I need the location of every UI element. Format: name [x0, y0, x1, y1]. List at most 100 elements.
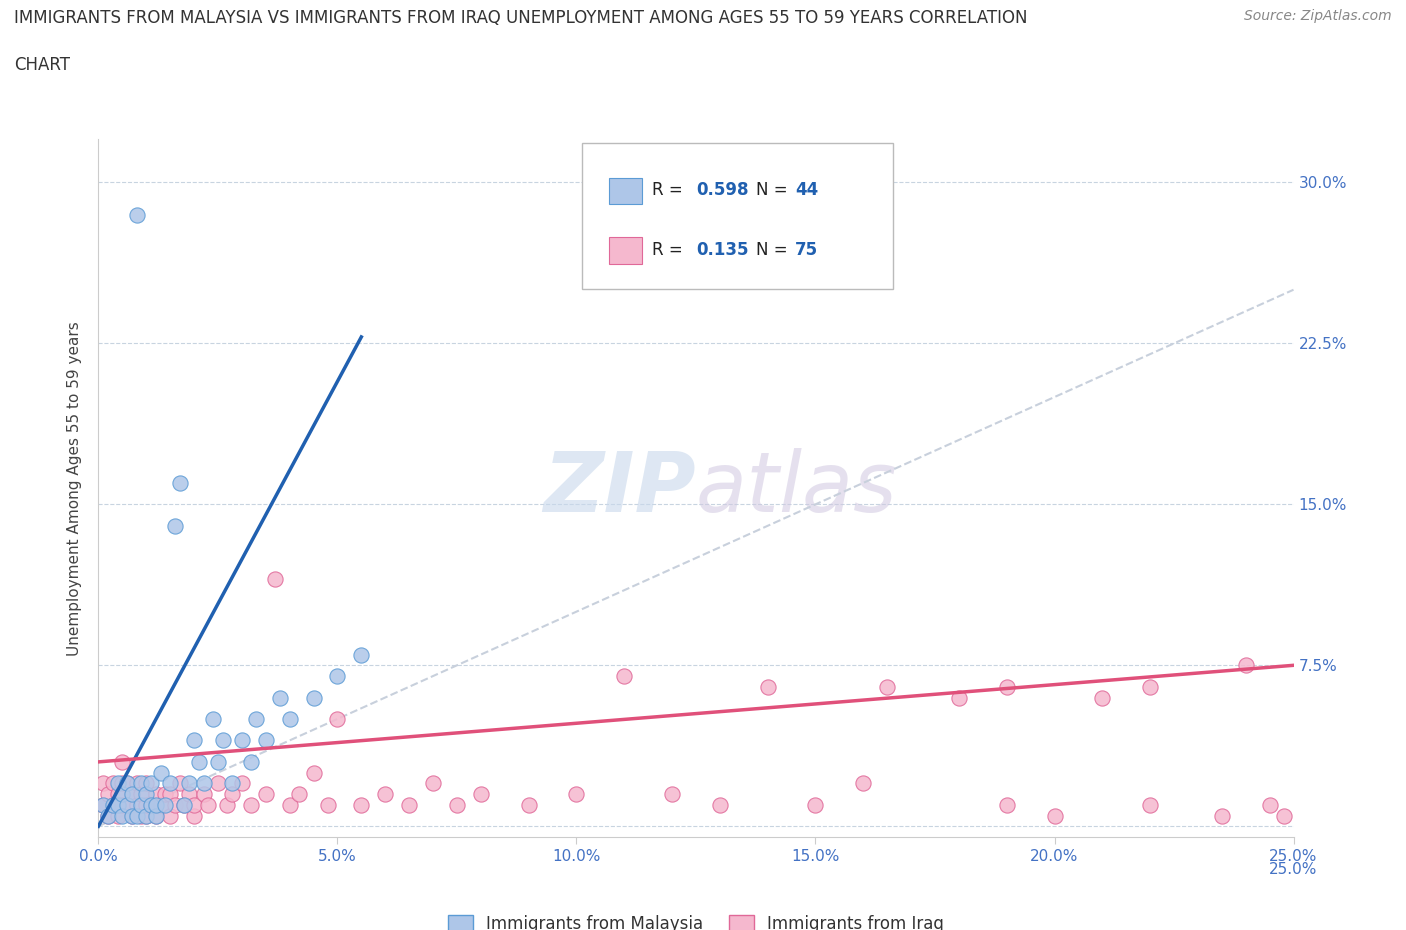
Point [852, 776, 875, 790]
Point [107, 787, 129, 802]
Point [613, 669, 636, 684]
Text: ZIP: ZIP [543, 447, 696, 529]
Point [193, 776, 215, 790]
Point [288, 787, 311, 802]
Point [131, 797, 153, 812]
Point [207, 754, 229, 769]
Point [756, 679, 779, 694]
Point [231, 733, 253, 748]
Point [1258, 797, 1281, 812]
Point [121, 787, 143, 802]
Point [804, 797, 827, 812]
Point [517, 797, 540, 812]
Point [709, 797, 731, 812]
Point [240, 754, 263, 769]
Y-axis label: Unemployment Among Ages 55 to 59 years: Unemployment Among Ages 55 to 59 years [67, 321, 83, 656]
Point [97, 808, 120, 823]
Text: 25.0%: 25.0% [1270, 862, 1317, 877]
Point [111, 808, 134, 823]
Point [135, 787, 157, 802]
Text: N =: N = [756, 241, 793, 259]
Point [183, 797, 205, 812]
Point [264, 572, 287, 587]
Point [125, 808, 148, 823]
Point [245, 711, 267, 726]
Point [316, 797, 339, 812]
Point [101, 776, 124, 790]
Point [254, 787, 277, 802]
Point [221, 787, 243, 802]
Point [948, 690, 970, 705]
Point [159, 808, 181, 823]
Point [121, 808, 143, 823]
Point [97, 808, 120, 823]
Point [302, 690, 325, 705]
FancyBboxPatch shape [609, 237, 643, 264]
Text: R =: R = [652, 181, 688, 199]
Point [111, 776, 134, 790]
Point [139, 797, 162, 812]
Point [1139, 797, 1161, 812]
Text: 0.135: 0.135 [696, 241, 748, 259]
Point [1272, 808, 1295, 823]
FancyBboxPatch shape [609, 178, 643, 205]
Point [661, 787, 683, 802]
Text: 44: 44 [796, 181, 818, 199]
Point [302, 765, 325, 780]
Point [121, 808, 143, 823]
Point [326, 669, 349, 684]
Point [135, 808, 157, 823]
Point [565, 787, 588, 802]
Point [1043, 808, 1066, 823]
Legend: Immigrants from Malaysia, Immigrants from Iraq: Immigrants from Malaysia, Immigrants fro… [441, 908, 950, 930]
Point [125, 776, 148, 790]
Point [187, 754, 209, 769]
Point [145, 808, 167, 823]
Point [278, 797, 301, 812]
Point [145, 797, 167, 812]
Text: 0.598: 0.598 [696, 181, 748, 199]
Point [173, 797, 195, 812]
Point [240, 797, 263, 812]
Point [135, 776, 157, 790]
Point [91, 797, 114, 812]
Point [107, 776, 129, 790]
Point [217, 797, 239, 812]
Point [139, 776, 162, 790]
Point [163, 518, 186, 533]
Point [111, 787, 134, 802]
Point [115, 797, 138, 812]
Point [197, 797, 219, 812]
Point [1211, 808, 1233, 823]
Point [221, 776, 243, 790]
Point [202, 711, 225, 726]
Point [159, 787, 181, 802]
Text: CHART: CHART [14, 56, 70, 73]
Point [107, 797, 129, 812]
Point [269, 690, 291, 705]
Point [374, 787, 396, 802]
Point [231, 776, 253, 790]
Point [193, 787, 215, 802]
Point [121, 787, 143, 802]
Point [131, 808, 153, 823]
Point [169, 475, 191, 490]
Text: atlas: atlas [696, 447, 897, 529]
Point [446, 797, 468, 812]
Point [135, 797, 157, 812]
Point [115, 797, 138, 812]
Text: N =: N = [756, 181, 793, 199]
Point [145, 787, 167, 802]
Point [101, 797, 124, 812]
Point [207, 776, 229, 790]
Point [115, 776, 138, 790]
Point [1139, 679, 1161, 694]
Point [159, 776, 181, 790]
Point [139, 797, 162, 812]
Point [155, 787, 177, 802]
Point [145, 808, 167, 823]
Text: 75: 75 [796, 241, 818, 259]
Point [163, 797, 186, 812]
Point [326, 711, 349, 726]
Point [155, 797, 177, 812]
